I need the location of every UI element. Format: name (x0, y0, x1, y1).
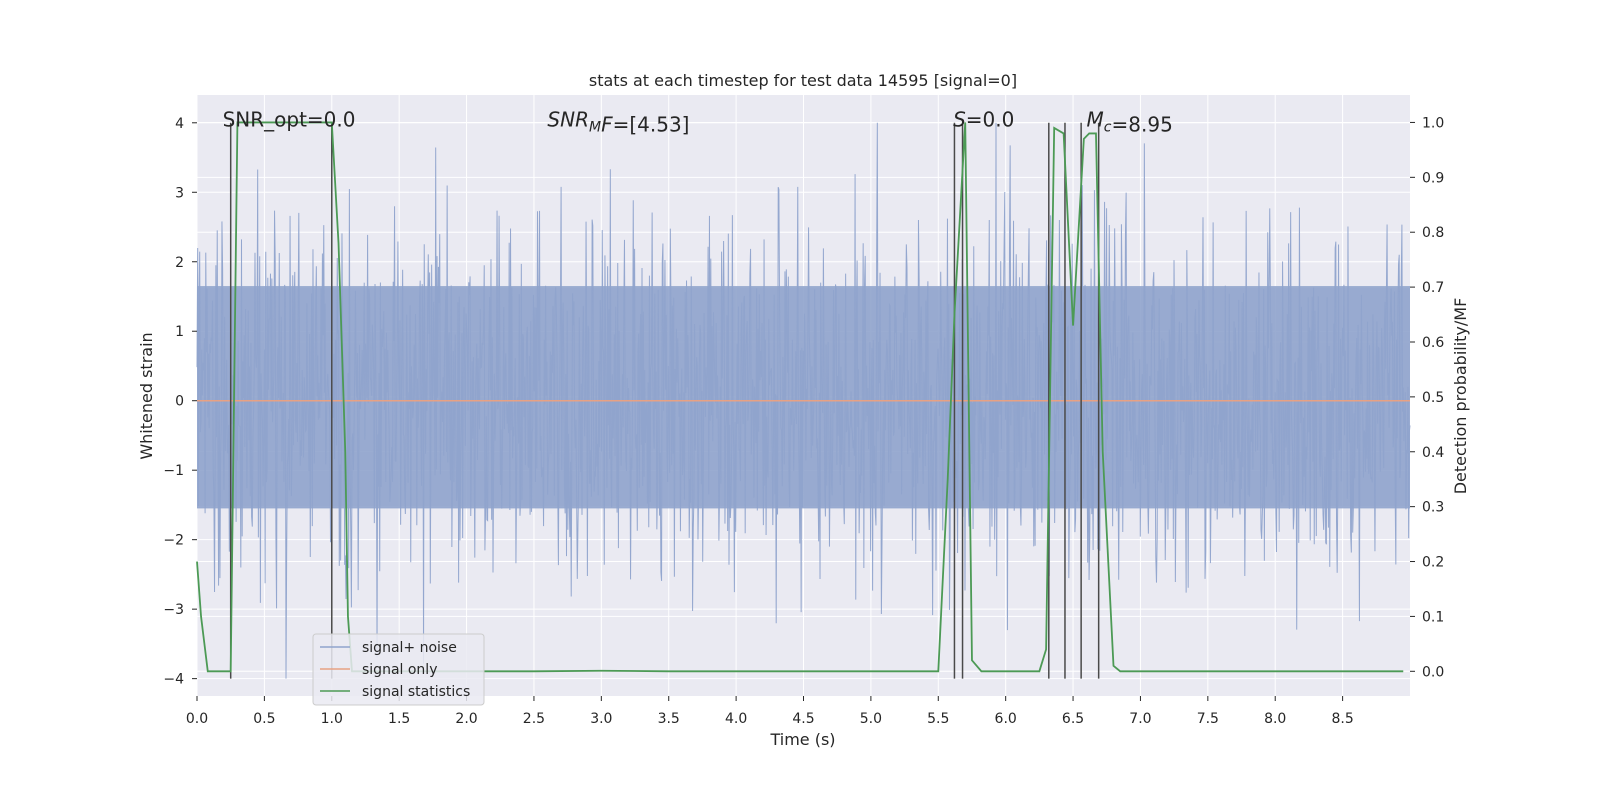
y-axis-ticks: 4 3 2 1 0 −1 −2 −3 −4 (163, 116, 197, 688)
x-tick-label: 5.0 (860, 711, 882, 727)
x-tick-label: 0.0 (186, 711, 208, 727)
x-tick-label: 8.5 (1331, 711, 1353, 727)
signal-statistics-line (196, 121, 1404, 673)
y-right-tick-label: 0.4 (1422, 445, 1444, 461)
x-axis-label: Time (s) (769, 730, 835, 749)
x-tick-label: 0.5 (253, 711, 275, 727)
x-tick-label: 2.0 (455, 711, 477, 727)
y-right-tick-label: 0.9 (1422, 170, 1444, 186)
x-tick-label: 2.5 (523, 711, 545, 727)
annotations: SNR_opt=0.0 SNRMF=[4.53] S=0.0 Mc=8.95 (223, 107, 1173, 136)
y-tick-label: 1 (175, 324, 184, 340)
legend-label-noise: signal+ noise (362, 640, 457, 656)
y-tick-label: −2 (163, 533, 184, 549)
x-tick-label: 4.0 (725, 711, 747, 727)
y-right-tick-label: 0.2 (1422, 555, 1444, 571)
y-tick-label: −1 (163, 463, 184, 479)
legend-box (312, 633, 485, 706)
y-right-tick-label: 0.0 (1422, 664, 1444, 680)
legend: signal+ noise signal only signal statist… (312, 633, 485, 706)
y-right-tick-label: 0.5 (1422, 390, 1444, 406)
y-tick-label: 0 (175, 394, 184, 410)
y-right-tick-label: 0.7 (1422, 280, 1444, 296)
y-tick-label: −3 (163, 602, 184, 618)
annotation-s-value: S=0.0 (953, 107, 1014, 131)
y-right-axis-ticks: 1.0 0.9 0.8 0.7 0.6 0.5 0.4 0.3 0.2 0.1 0.0 (1410, 115, 1444, 680)
y-tick-label: 4 (175, 116, 184, 132)
annotation-snr-mf: SNRMF=[4.53] (547, 107, 689, 136)
noise-line (196, 122, 1411, 679)
x-tick-label: 6.5 (1062, 711, 1084, 727)
x-tick-label: 4.5 (792, 711, 814, 727)
y-right-tick-label: 0.3 (1422, 500, 1444, 516)
x-tick-label: 6.0 (995, 711, 1017, 727)
x-tick-label: 1.5 (388, 711, 410, 727)
y-tick-label: −4 (163, 672, 184, 688)
annotation-snr-opt: SNR_opt=0.0 (223, 107, 356, 131)
x-tick-label: 8.0 (1264, 711, 1286, 727)
x-tick-label: 7.5 (1197, 711, 1219, 727)
x-tick-label: 3.0 (590, 711, 612, 727)
y-right-tick-label: 0.6 (1422, 335, 1444, 351)
signal-statistics-series (196, 121, 1404, 673)
y-tick-label: 3 (175, 185, 184, 201)
x-tick-label: 5.5 (927, 711, 949, 727)
chart-title: stats at each timestep for test data 145… (589, 71, 1017, 90)
legend-label-signal-only: signal only (362, 662, 437, 678)
legend-label-statistics: signal statistics (362, 684, 470, 700)
x-tick-label: 1.0 (321, 711, 343, 727)
y-axis-label: Whitened strain (137, 332, 156, 459)
y-tick-label: 2 (175, 255, 184, 271)
annotation-mc-value: Mc=8.95 (1087, 107, 1173, 136)
y-right-tick-label: 1.0 (1422, 115, 1444, 131)
x-tick-label: 7.0 (1129, 711, 1151, 727)
x-axis-ticks: 0.0 0.5 1.0 1.5 2.0 2.5 3.0 3.5 4.0 4.5 5.0 5.5 6.0 6… (186, 696, 1354, 727)
y-right-tick-label: 0.8 (1422, 225, 1444, 241)
y-right-tick-label: 0.1 (1422, 609, 1444, 625)
vertical-markers (229, 122, 1100, 679)
y-right-axis-label: Detection probability/MF (1451, 298, 1470, 495)
x-tick-label: 3.5 (658, 711, 680, 727)
signal-noise-series (196, 122, 1411, 679)
